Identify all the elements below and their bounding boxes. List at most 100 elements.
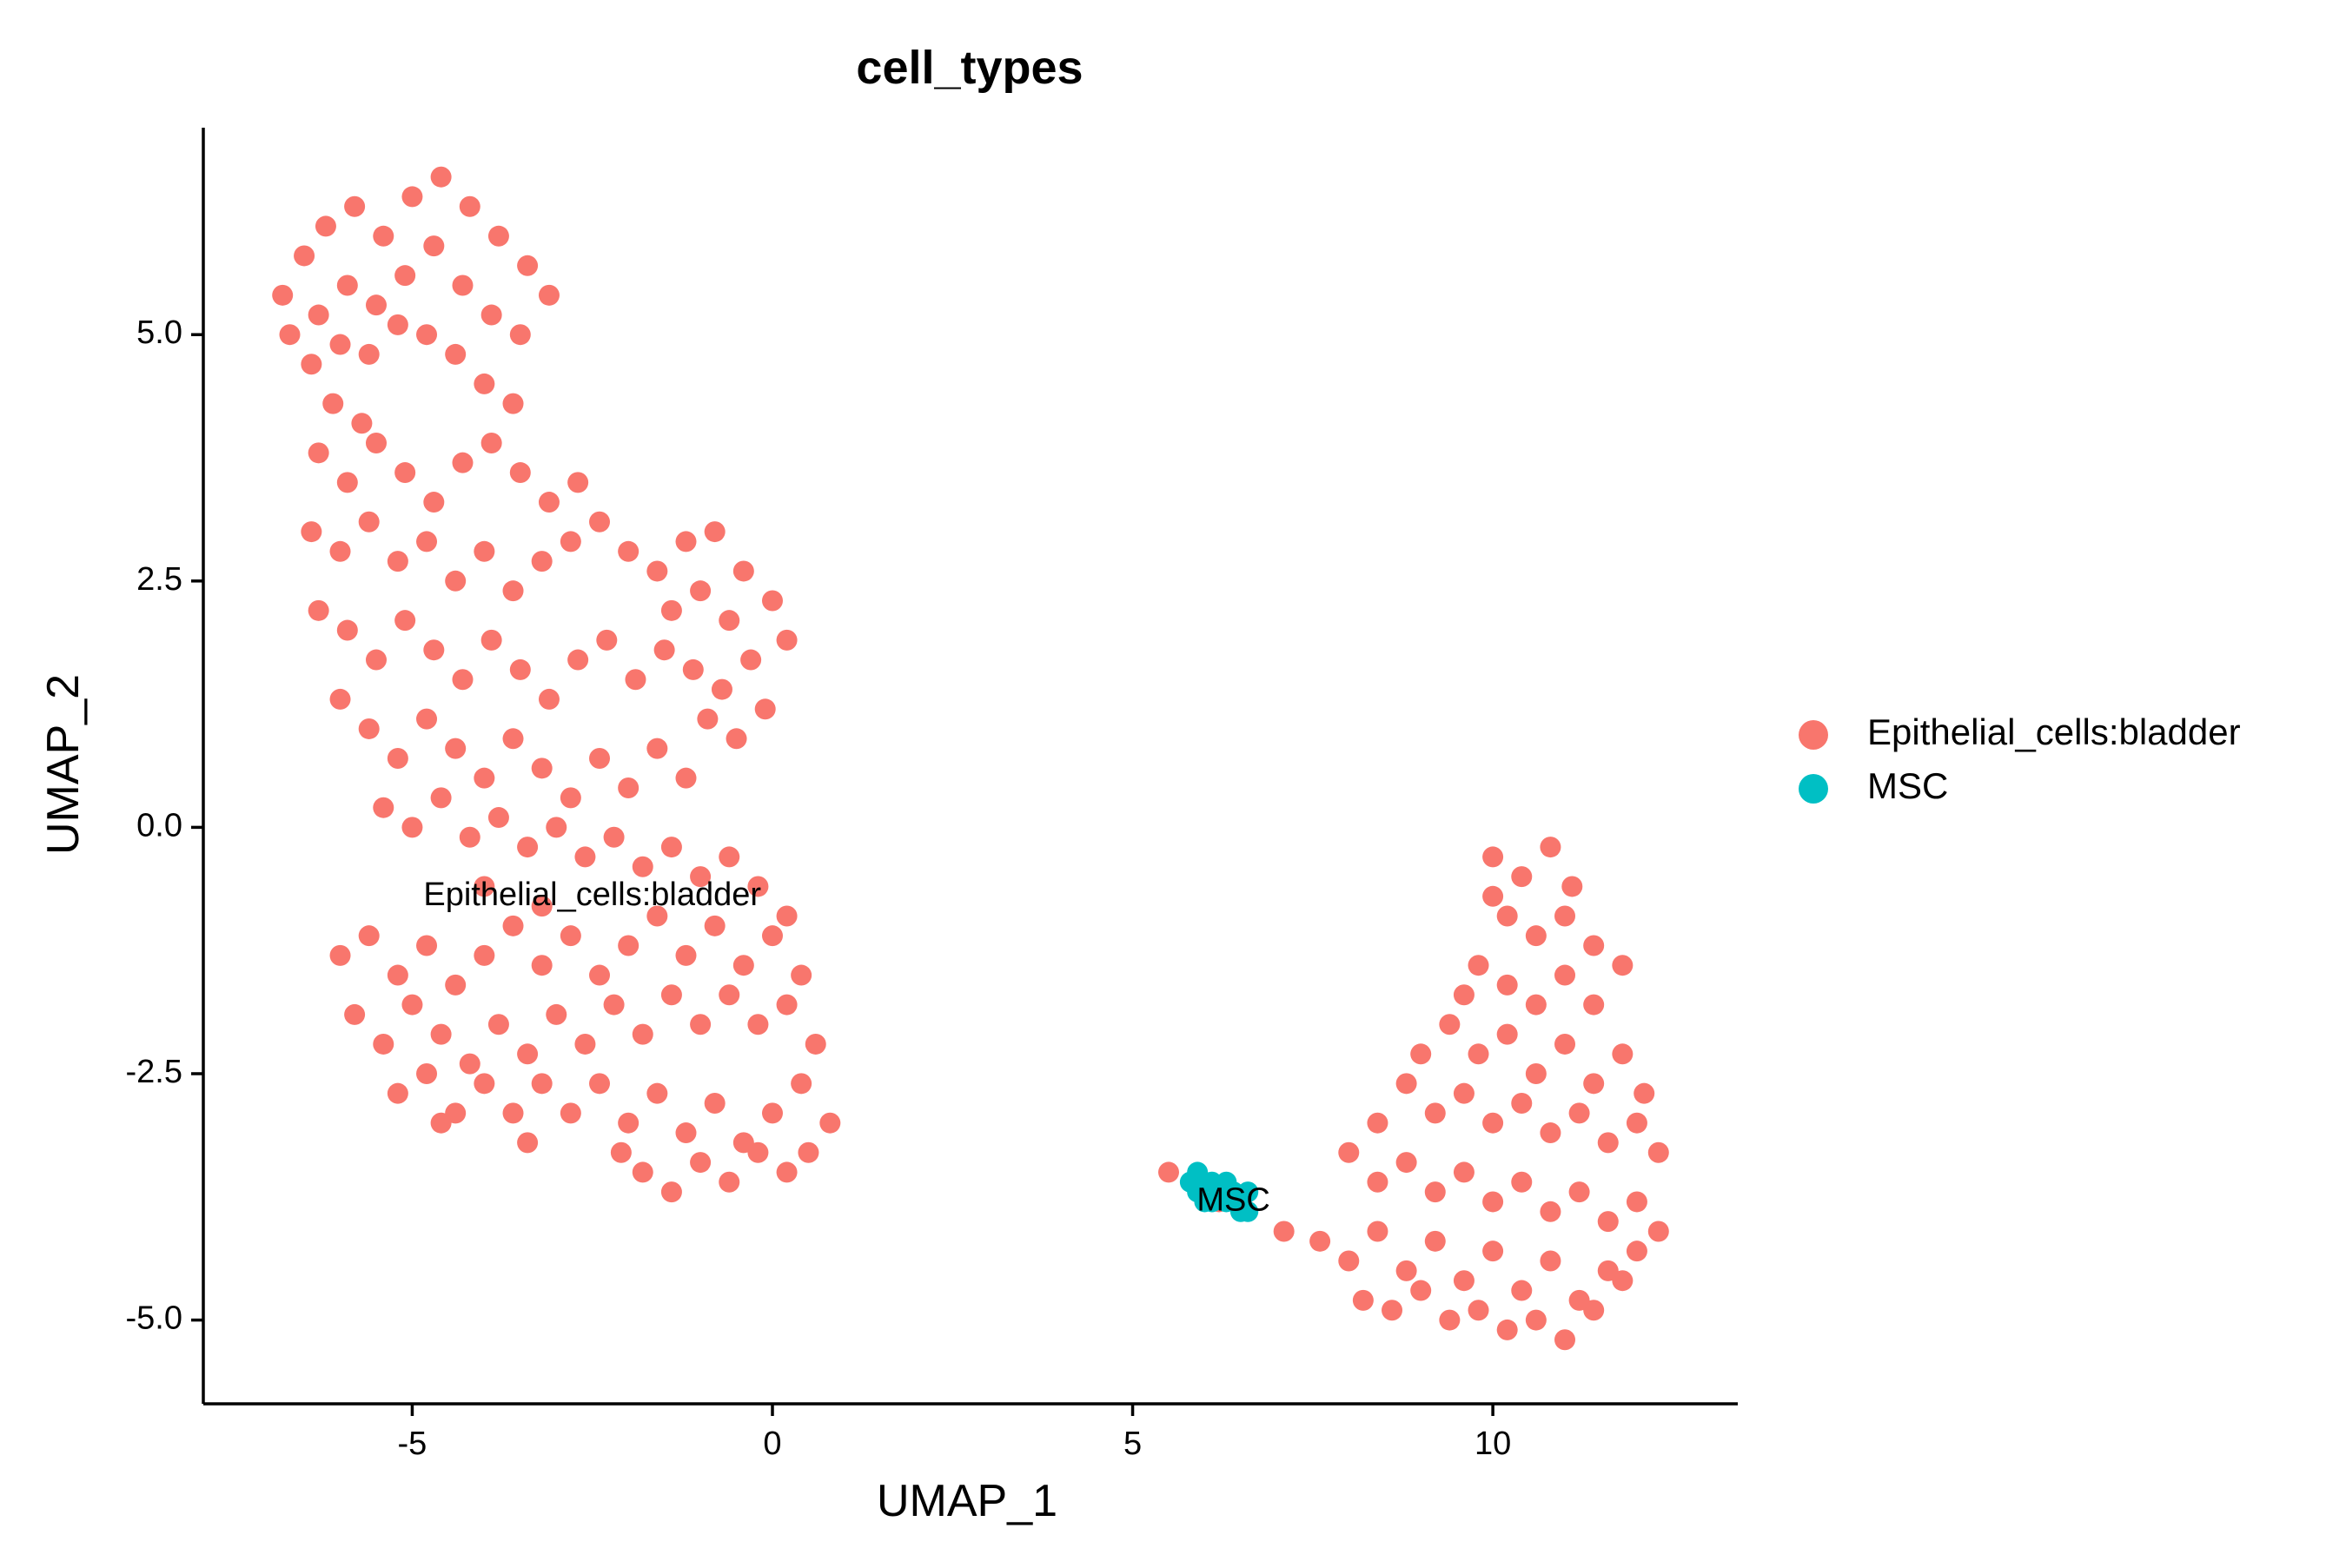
- data-point: [1367, 1221, 1388, 1242]
- data-point: [682, 658, 704, 680]
- data-point: [1540, 1250, 1561, 1272]
- data-point: [474, 373, 495, 394]
- data-point: [1568, 1102, 1590, 1124]
- data-point: [1395, 1260, 1417, 1281]
- y-tick-label: 0.0: [136, 807, 182, 844]
- data-point: [1482, 846, 1504, 868]
- data-point: [791, 964, 812, 986]
- data-point: [1583, 1300, 1605, 1321]
- data-point: [502, 1102, 524, 1124]
- data-point: [1338, 1250, 1360, 1272]
- data-point: [358, 511, 380, 533]
- y-tick-label: -2.5: [126, 1054, 182, 1090]
- legend-label: Epithelial_cells:bladder: [1867, 711, 2241, 752]
- data-point: [1634, 1082, 1655, 1104]
- data-point: [1525, 1309, 1547, 1331]
- data-point: [301, 354, 322, 375]
- data-point: [394, 610, 416, 632]
- data-point: [726, 728, 747, 750]
- data-point: [279, 324, 301, 346]
- data-point: [719, 610, 740, 632]
- data-point: [308, 442, 329, 464]
- data-point: [560, 1102, 581, 1124]
- data-point: [1554, 964, 1576, 986]
- data-point: [445, 570, 467, 592]
- data-point: [1439, 1014, 1461, 1035]
- data-point: [373, 797, 394, 818]
- data-point: [1424, 1230, 1446, 1252]
- data-point: [480, 304, 502, 326]
- data-point: [1453, 984, 1475, 1006]
- data-point: [1468, 1300, 1489, 1321]
- data-point: [690, 866, 712, 888]
- data-point: [365, 649, 387, 671]
- data-point: [358, 343, 380, 365]
- data-point: [480, 629, 502, 651]
- data-point: [445, 738, 467, 759]
- data-point: [1496, 1319, 1518, 1340]
- data-point: [1554, 905, 1576, 927]
- data-point: [761, 590, 783, 612]
- data-point: [538, 284, 560, 306]
- data-point: [589, 747, 611, 769]
- data-point: [480, 432, 502, 453]
- data-point: [401, 994, 423, 1016]
- legend-key: [1799, 774, 1828, 804]
- data-point: [1229, 1201, 1251, 1222]
- data-point: [487, 1014, 509, 1035]
- data-point: [336, 275, 358, 296]
- data-point: [294, 245, 315, 267]
- data-point: [423, 639, 445, 661]
- data-point: [365, 432, 387, 453]
- data-point: [329, 334, 351, 355]
- data-point: [1554, 1329, 1576, 1351]
- data-point: [567, 472, 589, 493]
- data-point: [1561, 876, 1583, 897]
- data-point: [1626, 1112, 1647, 1134]
- data-point: [351, 413, 373, 434]
- legend: Epithelial_cells:bladder MSC: [1799, 711, 2241, 806]
- data-point: [704, 1093, 726, 1115]
- data-point: [1273, 1221, 1295, 1242]
- data-point: [1237, 1181, 1259, 1203]
- data-point: [1395, 1152, 1417, 1174]
- data-point: [387, 314, 408, 335]
- data-point: [344, 1003, 366, 1025]
- data-point: [747, 876, 769, 897]
- data-point: [1352, 1289, 1374, 1311]
- data-point: [1410, 1043, 1432, 1065]
- data-point: [574, 846, 596, 868]
- data-point: [387, 747, 408, 769]
- data-point: [660, 984, 682, 1006]
- data-point: [387, 1082, 408, 1104]
- cluster-label: MSC: [1196, 1181, 1269, 1218]
- data-point: [509, 462, 531, 484]
- data-point: [646, 905, 668, 927]
- data-point: [452, 275, 474, 296]
- data-point: [344, 195, 366, 217]
- data-point: [1382, 1300, 1403, 1321]
- x-axis-label: UMAP_1: [877, 1476, 1057, 1526]
- data-point: [1626, 1191, 1647, 1213]
- data-point: [1525, 1062, 1547, 1084]
- data-point: [430, 1112, 452, 1134]
- data-point: [618, 777, 640, 799]
- data-point: [1453, 1270, 1475, 1292]
- data-point: [322, 393, 344, 414]
- data-point: [1583, 1073, 1605, 1095]
- data-point: [1554, 1033, 1576, 1055]
- data-point: [531, 1073, 553, 1095]
- data-point: [487, 225, 509, 247]
- data-point: [675, 1122, 697, 1144]
- data-point: [660, 837, 682, 858]
- data-point: [474, 540, 495, 562]
- data-point: [1597, 1132, 1619, 1154]
- data-point: [1482, 1241, 1504, 1262]
- x-tick-label: 0: [763, 1426, 781, 1462]
- data-point: [618, 540, 640, 562]
- data-point: [531, 758, 553, 779]
- data-point: [1201, 1171, 1223, 1193]
- data-point: [373, 1033, 394, 1055]
- data-point: [1439, 1309, 1461, 1331]
